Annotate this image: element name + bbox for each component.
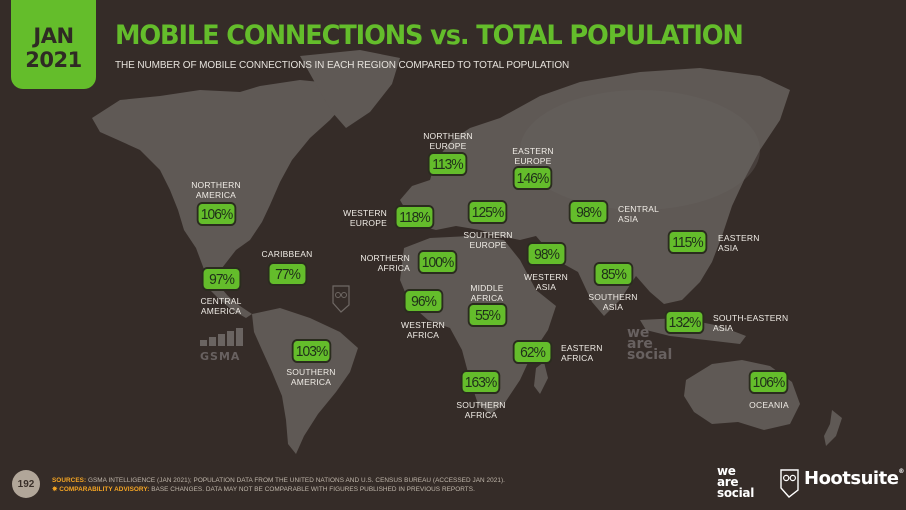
- value-badge-eastern-asia: 115%: [667, 230, 708, 254]
- page-title: MOBILE CONNECTIONS vs. TOTAL POPULATION: [115, 20, 744, 51]
- page-subtitle: THE NUMBER OF MOBILE CONNECTIONS IN EACH…: [115, 60, 570, 71]
- gsma-text: GSMA: [200, 350, 241, 363]
- we-are-social-logo: we are social: [717, 464, 755, 500]
- hootsuite-logo: Hootsuite®: [804, 468, 904, 489]
- new-zealand-land: [824, 410, 842, 446]
- region-label-oceania: OCEANIA: [749, 400, 789, 410]
- value-badge-central-america: 97%: [201, 267, 242, 291]
- signal-bars-icon: [200, 328, 243, 346]
- region-label-middle-africa: MIDDLE AFRICA: [470, 283, 504, 303]
- value-badge-northern-africa: 100%: [417, 250, 458, 274]
- advisory-text: BASE CHANGES. DATA MAY NOT BE COMPARABLE…: [149, 486, 475, 493]
- date-tab: JAN 2021: [11, 0, 96, 89]
- gsma-watermark: GSMA: [200, 328, 246, 363]
- value-badge-northern-europe: 113%: [427, 152, 468, 176]
- hootsuite-owl-watermark-icon: [332, 285, 350, 313]
- hootsuite-wordmark: Hootsuite: [804, 468, 899, 489]
- madagascar-land: [534, 362, 548, 394]
- region-label-south-eastern-asia: SOUTH-EASTERN ASIA: [713, 313, 789, 333]
- south-america-land: [252, 308, 358, 454]
- eurasia-land: [400, 68, 790, 316]
- sources-text: GSMA INTELLIGENCE (JAN 2021); POPULATION…: [86, 477, 505, 484]
- hootsuite-owl-icon: [780, 469, 799, 498]
- value-badge-western-africa: 96%: [403, 289, 444, 313]
- region-label-western-africa: WESTERN AFRICA: [401, 320, 445, 340]
- registered-mark: ®: [898, 468, 904, 475]
- watermark-social: social: [627, 347, 673, 363]
- value-badge-northern-america: 106%: [196, 202, 237, 226]
- region-label-caribbean: CARIBBEAN: [261, 249, 313, 259]
- value-badge-eastern-africa: 62%: [512, 340, 553, 364]
- region-label-northern-africa: NORTHERN AFRICA: [360, 253, 410, 273]
- region-label-southern-america: SOUTHERN AMERICA: [286, 367, 336, 387]
- watermark-are: are: [627, 336, 653, 352]
- value-badge-caribbean: 77%: [267, 262, 308, 286]
- logo-we: we: [717, 464, 736, 478]
- sources-note: SOURCES: GSMA INTELLIGENCE (JAN 2021); P…: [52, 476, 505, 494]
- value-badge-southern-asia: 85%: [593, 262, 634, 286]
- value-badge-oceania: 106%: [748, 370, 789, 394]
- region-label-eastern-asia: EASTERN ASIA: [718, 233, 760, 253]
- value-badge-eastern-europe: 146%: [512, 166, 553, 190]
- region-label-southern-africa: SOUTHERN AFRICA: [456, 400, 506, 420]
- date-month: JAN: [33, 23, 74, 48]
- region-label-eastern-africa: EASTERN AFRICA: [561, 343, 603, 363]
- value-badge-central-asia: 98%: [568, 200, 609, 224]
- logo-social: social: [717, 486, 755, 500]
- region-label-eastern-europe: EASTERN EUROPE: [512, 146, 554, 166]
- region-label-northern-europe: NORTHERN EUROPE: [423, 131, 473, 151]
- north-america-land: [92, 80, 348, 282]
- sources-key: SOURCES:: [52, 477, 87, 484]
- logo-are: are: [717, 475, 739, 489]
- value-badge-southern-america: 103%: [291, 339, 332, 363]
- page-number: 192: [12, 470, 40, 498]
- region-label-southern-asia: SOUTHERN ASIA: [588, 292, 638, 312]
- value-badge-western-asia: 98%: [526, 242, 567, 266]
- region-label-western-europe: WESTERN EUROPE: [343, 208, 387, 228]
- value-badge-middle-africa: 55%: [467, 303, 508, 327]
- region-label-central-america: CENTRAL AMERICA: [200, 296, 242, 316]
- advisory-key: ✵ COMPARABILITY ADVISORY:: [52, 486, 150, 493]
- value-badge-western-europe: 118%: [394, 205, 435, 229]
- value-badge-south-eastern-asia: 132%: [664, 310, 705, 334]
- value-badge-southern-europe: 125%: [467, 200, 508, 224]
- region-label-western-asia: WESTERN ASIA: [524, 272, 568, 292]
- watermark-we: we: [627, 325, 650, 341]
- region-label-central-asia: CENTRAL ASIA: [618, 204, 660, 224]
- date-year: 2021: [25, 47, 82, 72]
- value-badge-southern-africa: 163%: [460, 370, 501, 394]
- region-label-southern-europe: SOUTHERN EUROPE: [463, 230, 513, 250]
- greenland-land: [300, 50, 400, 128]
- region-label-northern-america: NORTHERN AMERICA: [191, 180, 241, 200]
- wearesocial-watermark: we are social: [627, 325, 673, 363]
